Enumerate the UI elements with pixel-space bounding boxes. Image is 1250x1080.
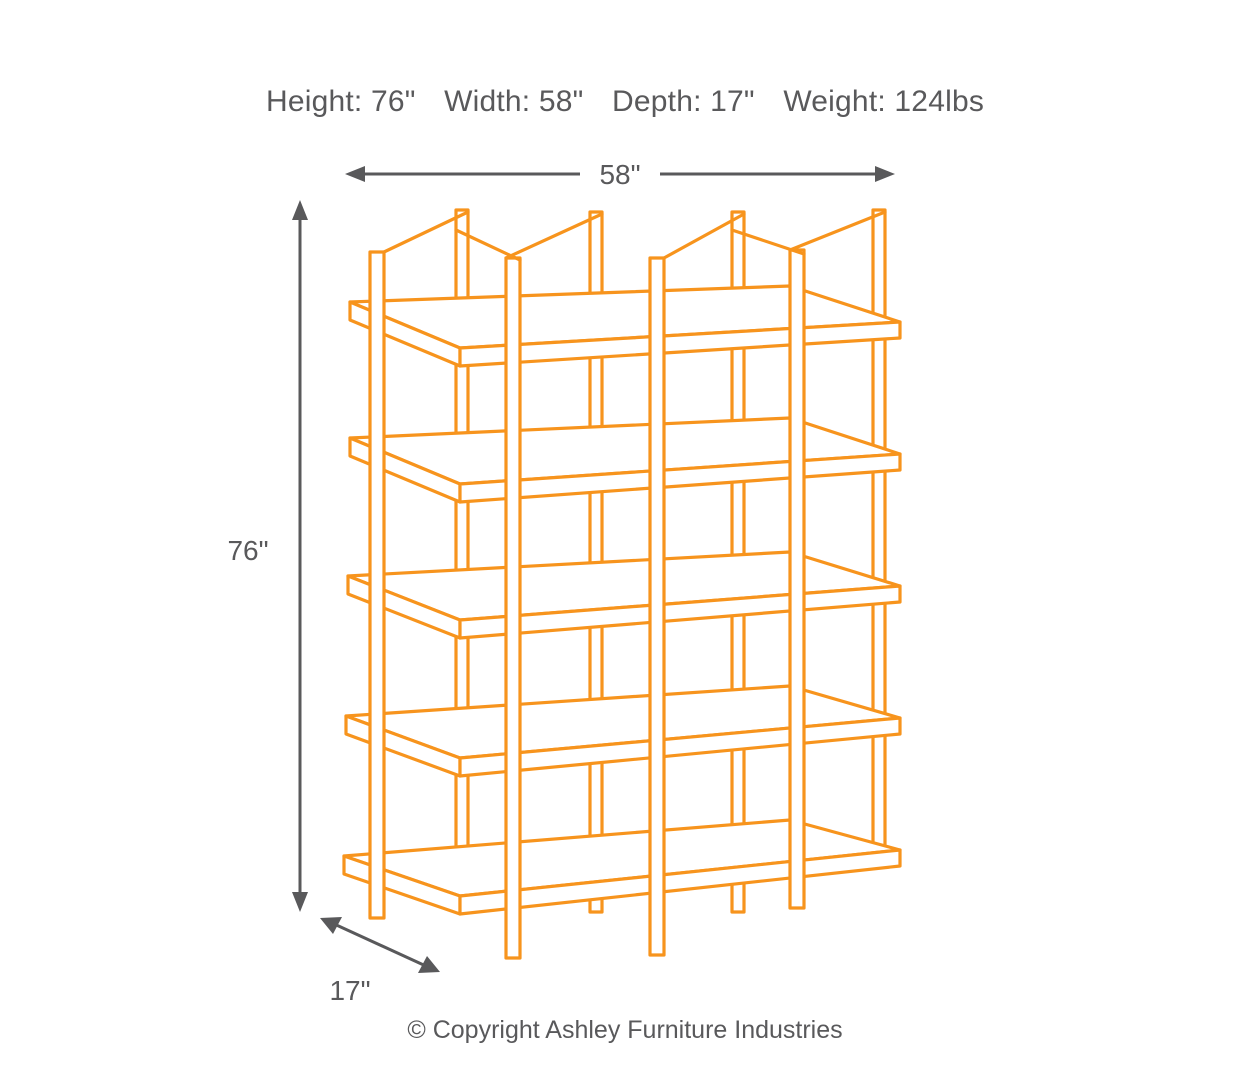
dimension-diagram: 58" 76" 17": [0, 0, 1250, 1080]
width-value: 58": [599, 159, 640, 190]
copyright-text: © Copyright Ashley Furniture Industries: [0, 1016, 1250, 1045]
page: Height: 76" Width: 58" Depth: 17" Weight…: [0, 0, 1250, 1080]
depth-value: 17": [329, 975, 370, 1006]
height-arrow: 76": [227, 200, 308, 912]
bookcase-icon: [344, 210, 900, 958]
height-value: 76": [227, 535, 268, 566]
width-arrow: 58": [345, 159, 895, 190]
shelves: [344, 286, 900, 914]
depth-arrow: 17": [320, 917, 440, 1006]
